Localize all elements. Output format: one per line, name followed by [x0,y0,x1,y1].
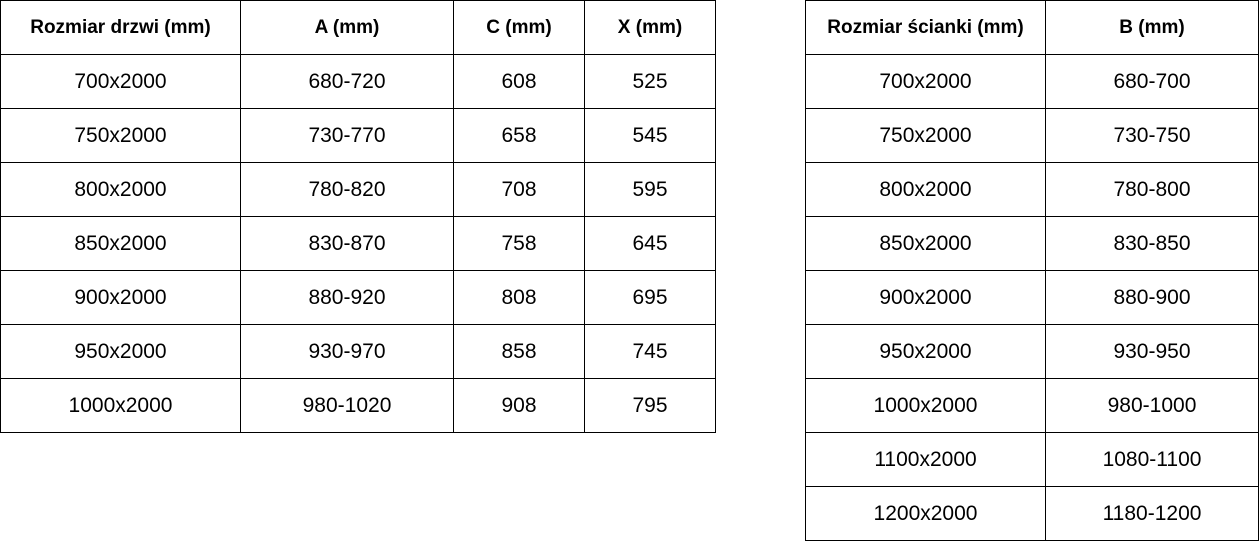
column-header: X (mm) [584,0,716,55]
table-cell: 930-970 [240,324,454,379]
table-cell: 745 [584,324,716,379]
table-cell: 525 [584,54,716,109]
table-cell: 730-750 [1045,108,1259,163]
table-row: 950x2000 930-950 [805,324,1259,379]
table-cell: 830-850 [1045,216,1259,271]
table-cell: 858 [453,324,585,379]
table-cell: 758 [453,216,585,271]
table-cell: 900x2000 [0,270,241,325]
table-cell: 808 [453,270,585,325]
column-header: Rozmiar drzwi (mm) [0,0,241,55]
table-cell: 750x2000 [0,108,241,163]
table-cell: 708 [453,162,585,217]
table-cell: 980-1000 [1045,378,1259,433]
table-row: 1000x2000 980-1000 [805,378,1259,433]
table-row: 800x2000 780-820 708 595 [0,162,716,217]
table-cell: 930-950 [1045,324,1259,379]
table-cell: 730-770 [240,108,454,163]
table-cell: 695 [584,270,716,325]
table-cell: 800x2000 [805,162,1046,217]
column-header: C (mm) [453,0,585,55]
table-cell: 645 [584,216,716,271]
table-cell: 950x2000 [805,324,1046,379]
table-cell: 700x2000 [805,54,1046,109]
table-cell: 780-820 [240,162,454,217]
table-cell: 780-800 [1045,162,1259,217]
table-cell: 1080-1100 [1045,432,1259,487]
column-header: A (mm) [240,0,454,55]
table-row: 1000x2000 980-1020 908 795 [0,378,716,433]
table-cell: 658 [453,108,585,163]
table-cell: 795 [584,378,716,433]
table-cell: 850x2000 [0,216,241,271]
table-row: 850x2000 830-850 [805,216,1259,271]
table-cell: 1000x2000 [805,378,1046,433]
table-cell: 750x2000 [805,108,1046,163]
table-cell: 950x2000 [0,324,241,379]
table-cell: 900x2000 [805,270,1046,325]
table-cell: 1200x2000 [805,486,1046,541]
table-row: 700x2000 680-720 608 525 [0,54,716,109]
table-row: 700x2000 680-700 [805,54,1259,109]
wall-size-table: Rozmiar ścianki (mm) B (mm) 700x2000 680-7… [805,0,1259,541]
table-cell: 980-1020 [240,378,454,433]
table-row: 750x2000 730-770 658 545 [0,108,716,163]
table-cell: 880-900 [1045,270,1259,325]
table-cell: 880-920 [240,270,454,325]
table-row: 850x2000 830-870 758 645 [0,216,716,271]
table-cell: 680-700 [1045,54,1259,109]
table-cell: 1180-1200 [1045,486,1259,541]
table-header-row: Rozmiar drzwi (mm) A (mm) C (mm) X (mm) [0,0,716,55]
table-row: 800x2000 780-800 [805,162,1259,217]
table-cell: 830-870 [240,216,454,271]
table-row: 950x2000 930-970 858 745 [0,324,716,379]
table-cell: 850x2000 [805,216,1046,271]
table-cell: 700x2000 [0,54,241,109]
table-header-row: Rozmiar ścianki (mm) B (mm) [805,0,1259,55]
table-cell: 1000x2000 [0,378,241,433]
door-size-table: Rozmiar drzwi (mm) A (mm) C (mm) X (mm) 700… [0,0,716,433]
table-row: 900x2000 880-920 808 695 [0,270,716,325]
column-header: Rozmiar ścianki (mm) [805,0,1046,55]
table-row: 750x2000 730-750 [805,108,1259,163]
table-cell: 1100x2000 [805,432,1046,487]
table-cell: 608 [453,54,585,109]
table-cell: 800x2000 [0,162,241,217]
table-row: 1100x2000 1080-1100 [805,432,1259,487]
table-cell: 680-720 [240,54,454,109]
table-cell: 545 [584,108,716,163]
table-cell: 595 [584,162,716,217]
table-row: 1200x2000 1180-1200 [805,486,1259,541]
table-row: 900x2000 880-900 [805,270,1259,325]
table-cell: 908 [453,378,585,433]
column-header: B (mm) [1045,0,1259,55]
